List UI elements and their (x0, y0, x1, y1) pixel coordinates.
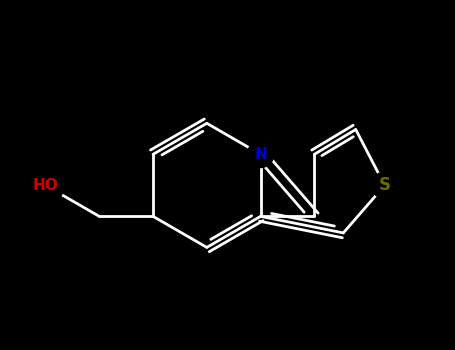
Circle shape (27, 167, 64, 204)
Text: N: N (254, 147, 267, 162)
Text: S: S (379, 176, 391, 194)
Circle shape (248, 141, 274, 168)
Text: HO: HO (33, 178, 58, 193)
Circle shape (371, 172, 398, 198)
